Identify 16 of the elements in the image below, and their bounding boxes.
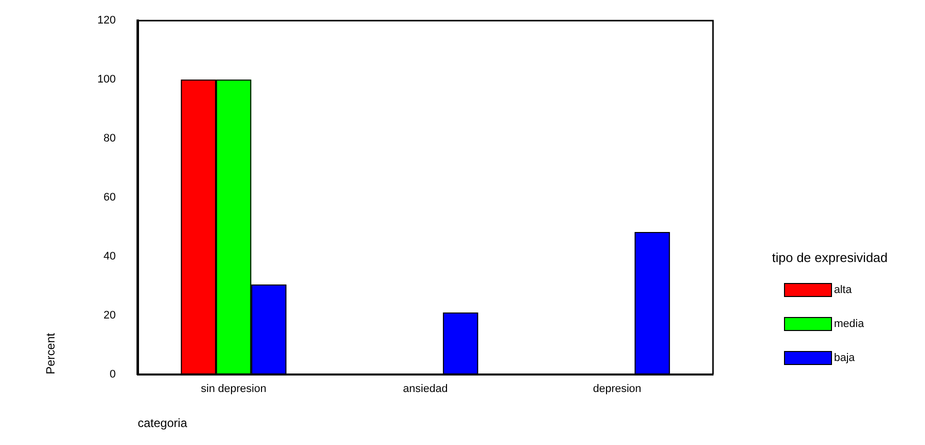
x-tick-label: ansiedad (403, 383, 448, 396)
y-tick-label: 120 (97, 14, 116, 27)
x-tick-label: depresion (592, 383, 642, 396)
y-axis-title: Percent (44, 332, 58, 374)
legend-label: baja (834, 352, 855, 364)
y-tick-label: 100 (97, 74, 116, 86)
legend-label: alta (834, 284, 852, 296)
y-tick-label: 80 (104, 132, 116, 145)
y-tick-label: 20 (104, 309, 116, 322)
y-tick-label: 0 (110, 368, 116, 380)
legend-label: media (834, 318, 864, 330)
y-tick-label: 60 (104, 192, 116, 204)
x-axis-title: categoria (138, 416, 188, 430)
legend-title: tipo de expresividad (772, 250, 888, 265)
x-tick-label: sin depresion (200, 383, 266, 396)
y-tick-label: 40 (104, 250, 116, 262)
